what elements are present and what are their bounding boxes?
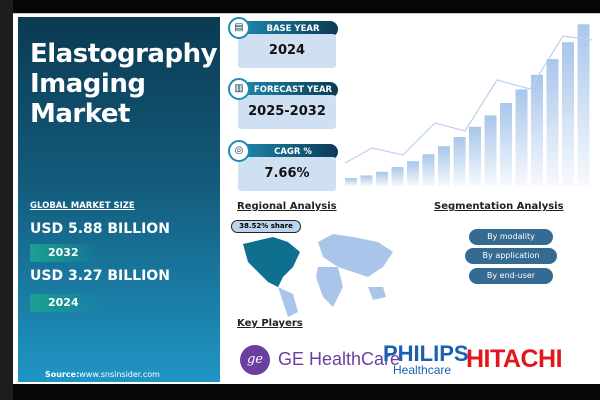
ge-healthcare-logo: GE HealthCare	[278, 349, 401, 369]
page-title: Elastography Imaging Market	[30, 39, 218, 129]
illustration-bar	[500, 103, 512, 186]
global-market-size-label: GLOBAL MARKET SIZE	[30, 201, 135, 211]
regional-analysis-heading: Regional Analysis	[237, 201, 337, 212]
top-bar	[13, 0, 600, 13]
document-icon: ▤	[228, 17, 250, 39]
stat-value: 2025-2032	[238, 95, 336, 129]
world-map	[243, 234, 393, 317]
segment-by-end-user[interactable]: By end-user	[469, 268, 553, 284]
title-panel: Elastography Imaging Market GLOBAL MARKE…	[18, 17, 220, 382]
base-value: USD 3.27 BILLION	[30, 268, 170, 284]
illustration-bar	[546, 59, 559, 186]
source-label: Source:	[45, 370, 80, 379]
illustration-bar	[376, 171, 388, 186]
share-callout: 38.52% share	[231, 220, 301, 233]
illustration-bar	[360, 175, 373, 186]
forecast-value: USD 5.88 BILLION	[30, 221, 170, 237]
segmentation-analysis-heading: Segmentation Analysis	[434, 201, 564, 212]
illustration-bar	[438, 146, 450, 186]
illustration-bar	[531, 74, 543, 186]
stat-value: 7.66%	[238, 157, 336, 191]
segment-by-application[interactable]: By application	[465, 248, 557, 264]
illustration-bar	[453, 137, 466, 186]
philips-logo: PHILIPS	[383, 341, 469, 366]
growth-chart-illustration	[345, 24, 593, 187]
key-players-heading: Key Players	[237, 318, 303, 329]
stat-label: BASE YEAR	[236, 21, 338, 37]
stat-label: FORECAST YEAR	[236, 82, 338, 98]
title-line: Elastography	[30, 39, 218, 69]
illustration-bar	[422, 154, 435, 186]
forecast-year-badge: 2032	[30, 244, 100, 262]
growth-icon: ◎	[228, 140, 250, 162]
ge-logo-icon: ge	[240, 345, 270, 375]
hitachi-logo: HITACHI	[466, 345, 563, 373]
stat-label: CAGR %	[236, 144, 338, 160]
source: Source:www.snsinsider.com	[45, 370, 160, 379]
illustration-bar	[407, 161, 419, 186]
illustration-bar	[515, 89, 528, 186]
philips-healthcare-label: Healthcare	[393, 363, 452, 377]
stat-value: 2024	[238, 34, 336, 68]
illustration-bar	[562, 42, 574, 187]
illustration-bar	[469, 126, 481, 186]
bottom-bar	[13, 384, 600, 400]
illustration-bar	[577, 24, 590, 186]
illustration-bar	[345, 178, 357, 186]
segment-by-modality[interactable]: By modality	[469, 229, 553, 245]
bar-chart-icon: ▥	[228, 78, 250, 100]
title-line: Market	[30, 99, 130, 129]
illustration-bar	[484, 115, 497, 186]
illustration-bar	[391, 167, 404, 186]
source-url: www.snsinsider.com	[79, 370, 160, 379]
base-year-badge: 2024	[30, 294, 100, 312]
title-line: Imaging	[30, 69, 146, 99]
